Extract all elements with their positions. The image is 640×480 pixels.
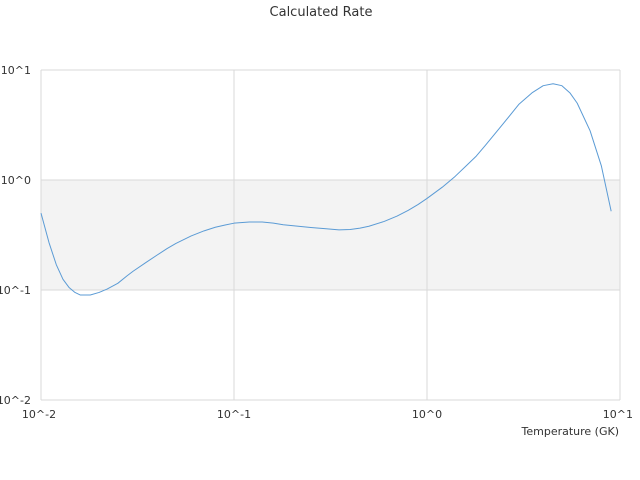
tick-label-layer: 10^-2 10^-1 10^0 10^1 10^-2 10^-1 10^0 10^1 [0,64,633,421]
x-axis-label: Temperature (GK) [521,425,620,438]
x-tick-label: 10^0 [412,408,442,421]
series-layer [40,83,612,296]
y-tick-label: 10^1 [1,64,31,77]
y-tick-label: 10^-2 [0,394,31,407]
y-tick-label: 10^-1 [0,284,31,297]
highlight-band-layer [41,180,620,290]
x-tick-label: 10^1 [603,408,633,421]
y-tick-label: 10^0 [1,174,31,187]
grid-layer [40,69,621,401]
highlight-band [41,180,620,290]
x-tick-label: 10^-2 [22,408,56,421]
series-line [40,83,612,296]
chart-title: Calculated Rate [270,5,373,20]
x-tick-label: 10^-1 [217,408,251,421]
